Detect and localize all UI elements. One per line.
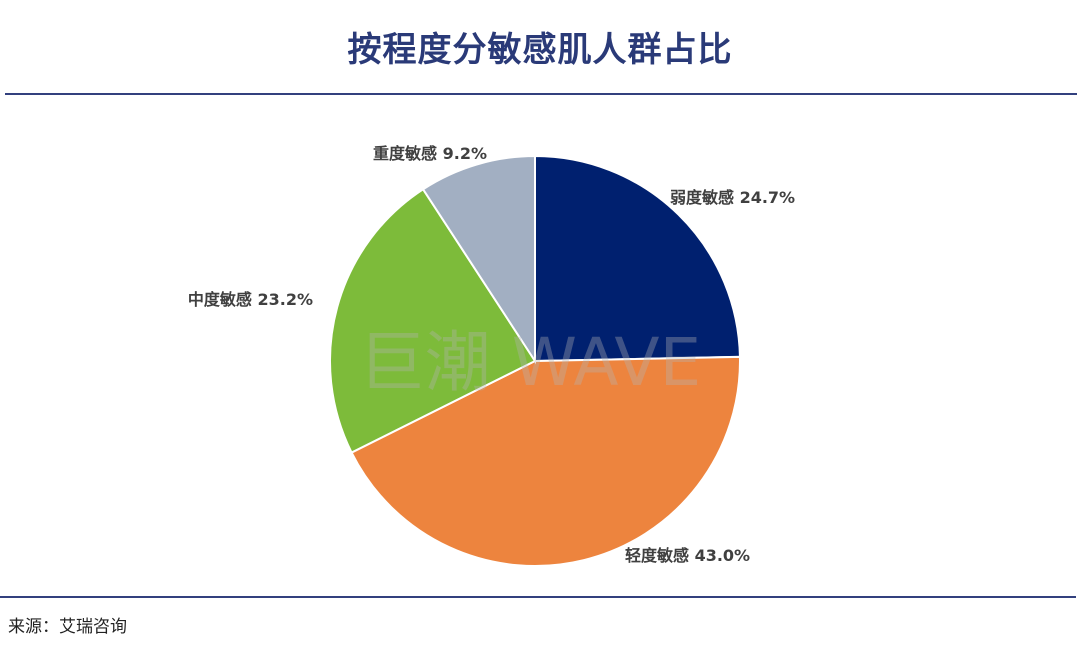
pie-label-2: 轻度敏感 43.0%	[625, 546, 750, 565]
watermark-text: 巨潮 WAVE	[359, 324, 701, 401]
pie-labels: 弱度敏感 24.7% 轻度敏感 43.0% 中度敏感 23.2% 重度敏感 9.2%	[188, 144, 795, 565]
pie-slice-2	[350, 355, 741, 567]
chart-title: 按程度分敏感肌人群占比	[347, 30, 733, 70]
source-note: 来源：艾瑞咨询	[8, 617, 127, 637]
pie-label-1: 弱度敏感 24.7%	[670, 188, 795, 207]
pie-slice-3	[329, 187, 537, 454]
pie-slice-1	[534, 154, 741, 363]
pie-label-3: 中度敏感 23.2%	[188, 290, 313, 309]
top-divider	[5, 93, 1077, 95]
pie-slice-4	[421, 154, 536, 365]
bottom-divider	[0, 596, 1076, 598]
pie-slices	[329, 154, 741, 567]
pie-label-4: 重度敏感 9.2%	[373, 144, 487, 163]
